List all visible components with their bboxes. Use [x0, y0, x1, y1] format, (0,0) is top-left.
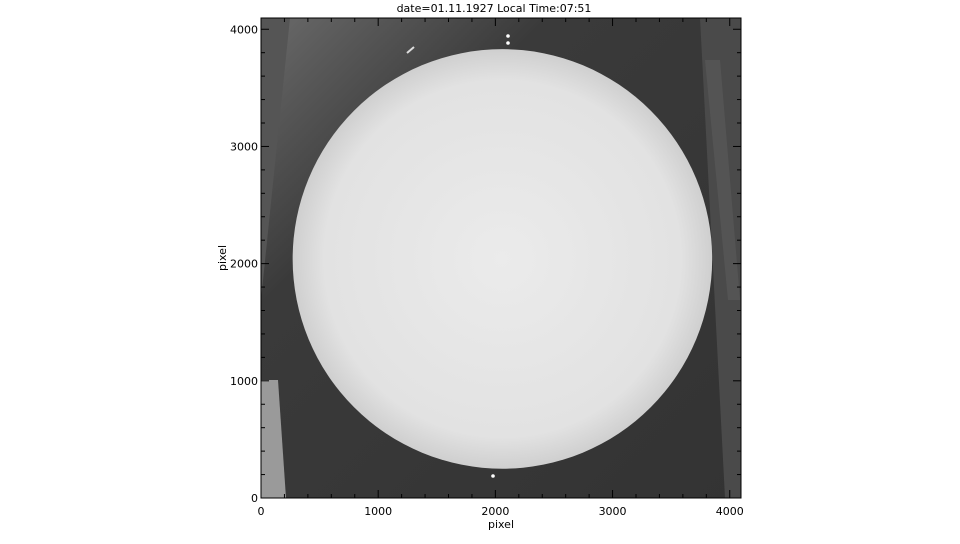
x-tick-label: 2000	[481, 505, 509, 518]
x-tick-label: 4000	[716, 505, 744, 518]
right-border-shade	[700, 18, 741, 498]
y-tick-label: 3000	[230, 140, 258, 153]
artifact-streak	[406, 46, 415, 54]
x-tick-label: 3000	[599, 505, 627, 518]
x-axis-label: pixel	[488, 518, 514, 531]
artifact-spot	[506, 34, 510, 38]
right-bright-strip	[705, 60, 740, 300]
plot-frame	[260, 17, 742, 499]
solar-disk	[292, 49, 713, 469]
x-tick-label: 1000	[364, 505, 392, 518]
left-bright-strip	[261, 380, 286, 498]
y-axis-label: pixel	[216, 245, 229, 271]
left-border-shade	[261, 18, 290, 300]
x-tick-label: 0	[258, 505, 265, 518]
y-tick-label: 0	[251, 492, 258, 505]
y-tick-label: 1000	[230, 375, 258, 388]
y-tick-label: 4000	[230, 23, 258, 36]
axis-ticks: 0 1000 2000 3000 4000 0 1000 2000 3000 4000	[230, 18, 744, 518]
y-tick-label: 2000	[230, 258, 258, 271]
chart-title: date=01.11.1927 Local Time:07:51	[397, 2, 592, 15]
image-area	[261, 18, 741, 498]
artifact-spot	[506, 41, 510, 45]
artifact-spot	[491, 474, 495, 478]
